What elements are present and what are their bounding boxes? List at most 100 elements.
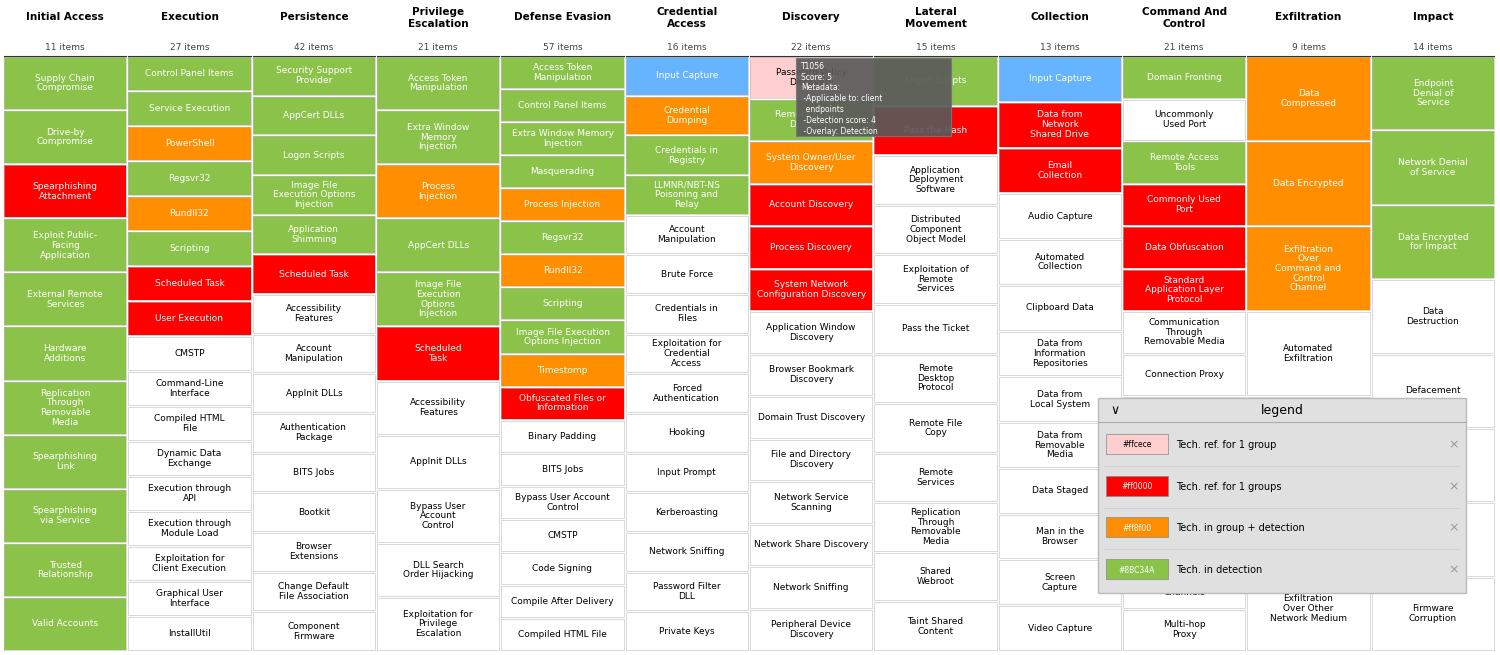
Bar [999, 423, 1120, 467]
Bar [252, 97, 375, 134]
Text: Data Encrypted
for Impact: Data Encrypted for Impact [1398, 233, 1468, 252]
Bar [252, 215, 375, 253]
Bar [999, 103, 1120, 147]
Bar [501, 222, 624, 253]
Bar [750, 185, 873, 225]
Bar [626, 375, 748, 412]
Bar [1124, 440, 1245, 480]
Bar [129, 617, 251, 650]
Text: Automated
Collection: Automated Collection [1035, 253, 1084, 271]
Bar [1124, 397, 1245, 438]
Bar [1248, 312, 1370, 395]
Text: Network Share Discovery: Network Share Discovery [754, 540, 868, 550]
Text: Screen
Capture: Screen Capture [1042, 573, 1078, 591]
Bar [4, 273, 126, 326]
Bar [1248, 227, 1370, 310]
Bar [129, 232, 251, 265]
Bar [1124, 440, 1245, 480]
Text: Account
Manipulation: Account Manipulation [657, 225, 716, 244]
Text: Network Service
Scanning: Network Service Scanning [774, 493, 849, 512]
Bar [129, 92, 251, 125]
Bar [129, 92, 251, 125]
Text: Authentication
Package: Authentication Package [280, 424, 348, 442]
Bar [750, 312, 873, 352]
Text: Browser Bookmark
Discovery: Browser Bookmark Discovery [768, 365, 853, 384]
Bar [4, 544, 126, 596]
Text: 9 items: 9 items [1292, 43, 1326, 52]
Bar [750, 57, 873, 98]
Bar [252, 255, 375, 293]
Bar [4, 598, 126, 650]
Bar [874, 553, 996, 601]
Text: Account Discovery: Account Discovery [770, 200, 853, 209]
Bar [750, 185, 873, 225]
Bar [626, 215, 748, 253]
Bar [750, 227, 873, 267]
Bar [252, 295, 375, 333]
Bar [4, 165, 126, 217]
Bar [1248, 312, 1370, 395]
Bar [376, 57, 500, 109]
Bar [874, 305, 996, 352]
Bar [376, 382, 500, 434]
Text: File and Directory
Discovery: File and Directory Discovery [771, 451, 850, 469]
Text: InstallUtil: InstallUtil [168, 629, 211, 638]
Bar [501, 156, 624, 187]
Text: Remote
Services: Remote Services [916, 468, 954, 487]
Bar [376, 111, 500, 163]
Text: Drive-by
Compromise: Drive-by Compromise [36, 128, 93, 147]
Bar [1124, 227, 1245, 267]
Bar [1248, 57, 1370, 140]
Text: Data Obfuscation: Data Obfuscation [1144, 243, 1224, 252]
Text: Man in the
Browser: Man in the Browser [1036, 527, 1084, 546]
Text: Connection Proxy: Connection Proxy [1144, 370, 1224, 379]
Bar [4, 490, 126, 542]
Text: Accessibility
Features: Accessibility Features [286, 305, 342, 323]
Bar [1371, 429, 1494, 501]
Bar [999, 469, 1120, 513]
Bar [501, 255, 624, 286]
Text: Initial Access: Initial Access [27, 12, 104, 22]
Bar [252, 454, 375, 491]
Text: Bypass User
Account
Control: Bypass User Account Control [411, 502, 466, 530]
Bar [874, 255, 996, 303]
Text: Remote Access
Tools: Remote Access Tools [1150, 153, 1218, 172]
Bar [750, 142, 873, 183]
Text: ×: × [1449, 438, 1460, 451]
Text: Exploitation for
Client Execution: Exploitation for Client Execution [153, 554, 226, 573]
Text: CMSTP: CMSTP [548, 531, 578, 540]
Text: Trusted
Relationship: Trusted Relationship [38, 561, 93, 579]
Bar [376, 273, 500, 326]
Bar [750, 610, 873, 650]
Text: Tech. ref. for 1 group: Tech. ref. for 1 group [1176, 440, 1276, 450]
Bar [1124, 142, 1245, 183]
Text: Network Sniffing: Network Sniffing [650, 548, 724, 556]
Text: Taint Shared
Content: Taint Shared Content [908, 617, 963, 635]
Text: DLL Search
Order Hijacking: DLL Search Order Hijacking [404, 561, 474, 579]
Text: Exploitation of
Remote
Services: Exploitation of Remote Services [903, 265, 969, 293]
Text: AppInit DLLs: AppInit DLLs [410, 457, 466, 466]
Bar [501, 586, 624, 617]
Bar [1248, 482, 1370, 565]
Bar [999, 240, 1120, 284]
Text: Process
Injection: Process Injection [419, 182, 458, 200]
Bar [129, 302, 251, 335]
Text: Disk Content
Wipe: Disk Content Wipe [1404, 456, 1462, 474]
Bar [626, 136, 748, 174]
Bar [501, 586, 624, 617]
Text: Scripting: Scripting [542, 299, 584, 309]
Bar [1371, 206, 1494, 278]
Bar [1248, 397, 1370, 480]
Bar [999, 240, 1120, 284]
Bar [999, 377, 1120, 421]
Text: Command-Line
Interface: Command-Line Interface [154, 379, 224, 398]
Bar [874, 503, 996, 551]
Bar [1124, 185, 1245, 225]
Bar [626, 572, 748, 610]
Text: #ffcece: #ffcece [1122, 440, 1152, 449]
Bar [1106, 476, 1168, 496]
Text: 21 items: 21 items [419, 43, 458, 52]
Bar [750, 269, 873, 310]
Text: Timestomp: Timestomp [537, 365, 588, 375]
Bar [999, 607, 1120, 650]
